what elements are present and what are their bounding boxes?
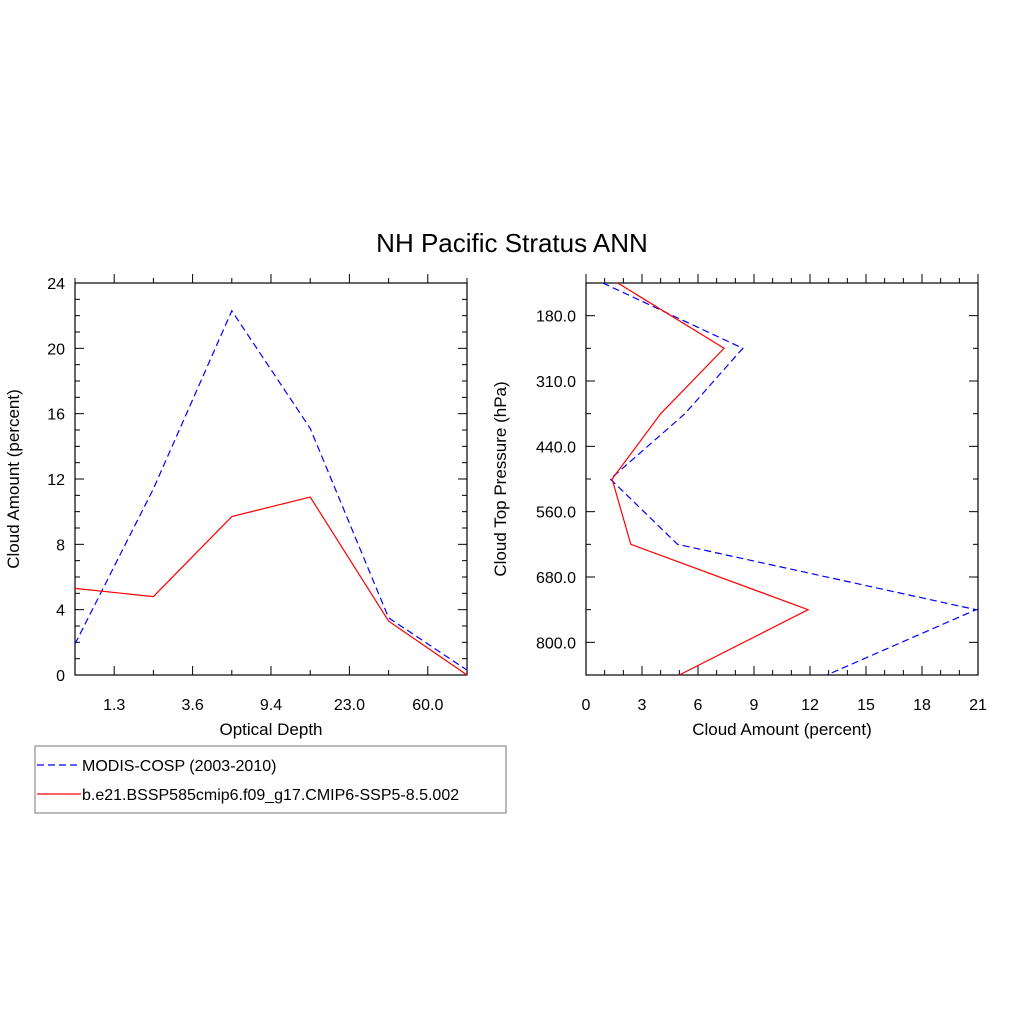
right-y-axis-title: Cloud Top Pressure (hPa) xyxy=(491,381,510,576)
right-y-tick-label: 560.0 xyxy=(536,505,576,522)
legend-label-model: b.e21.BSSP585cmip6.f09_g17.CMIP6-SSP5-8.… xyxy=(82,787,459,804)
right-y-tick-label: 310.0 xyxy=(536,374,576,391)
left-x-tick-label: 60.0 xyxy=(412,697,443,714)
left-y-tick-label: 0 xyxy=(56,668,65,685)
right-series-lines xyxy=(602,282,979,676)
right-panel-cloud-top-pressure: 180.0 310.0 440.0 560.0 680.0 800.0 0 3 6 9 12 15 1… xyxy=(491,274,987,739)
right-plot-frame xyxy=(585,282,979,676)
left-tick-marks xyxy=(74,274,468,676)
chart-title: NH Pacific Stratus ANN xyxy=(376,228,648,258)
legend-label-modis: MODIS-COSP (2003-2010) xyxy=(82,758,276,775)
legend-box xyxy=(34,745,507,814)
right-y-tick-label: 680.0 xyxy=(536,570,576,587)
right-y-tick-label: 800.0 xyxy=(536,635,576,652)
left-plot-frame xyxy=(74,282,468,676)
left-y-tick-label: 16 xyxy=(47,407,65,424)
right-tick-marks xyxy=(585,274,979,676)
left-series-modis-line xyxy=(74,309,468,671)
left-panel-optical-depth: 0 4 8 12 16 20 24 1.3 3.6 9.4 23.0 60.0 Optical De… xyxy=(4,274,468,739)
left-y-tick-label: 4 xyxy=(56,603,65,620)
right-x-axis-title: Cloud Amount (percent) xyxy=(692,720,872,739)
right-x-tick-label: 6 xyxy=(694,697,703,714)
right-x-tick-label: 15 xyxy=(857,697,875,714)
left-x-tick-label: 23.0 xyxy=(334,697,365,714)
left-x-tick-label: 1.3 xyxy=(103,697,125,714)
left-x-tick-label: 3.6 xyxy=(181,697,203,714)
right-y-tick-label: 180.0 xyxy=(536,309,576,326)
right-y-tick-labels: 180.0 310.0 440.0 560.0 680.0 800.0 xyxy=(536,309,576,653)
legend: MODIS-COSP (2003-2010) b.e21.BSSP585cmip… xyxy=(34,745,507,814)
left-y-tick-label: 24 xyxy=(47,276,65,293)
left-series-lines xyxy=(74,309,468,676)
left-y-tick-labels: 0 4 8 12 16 20 24 xyxy=(47,276,65,685)
right-x-tick-label: 9 xyxy=(750,697,759,714)
right-x-tick-labels: 0 3 6 9 12 15 18 21 xyxy=(582,697,987,714)
left-y-tick-label: 20 xyxy=(47,341,65,358)
right-x-tick-label: 12 xyxy=(801,697,819,714)
right-x-tick-label: 18 xyxy=(913,697,931,714)
right-series-modis-line xyxy=(602,282,979,676)
left-x-axis-title: Optical Depth xyxy=(220,720,323,739)
left-y-tick-label: 8 xyxy=(56,537,65,554)
left-series-model-line xyxy=(74,496,468,676)
right-y-tick-label: 440.0 xyxy=(536,439,576,456)
right-series-model-line xyxy=(611,282,810,676)
left-x-tick-label: 9.4 xyxy=(260,697,282,714)
right-x-tick-label: 0 xyxy=(582,697,591,714)
left-y-axis-title: Cloud Amount (percent) xyxy=(4,389,23,569)
right-x-tick-label: 21 xyxy=(969,697,987,714)
left-x-tick-labels: 1.3 3.6 9.4 23.0 60.0 xyxy=(103,697,443,714)
right-x-tick-label: 3 xyxy=(638,697,647,714)
left-y-tick-label: 12 xyxy=(47,472,65,489)
